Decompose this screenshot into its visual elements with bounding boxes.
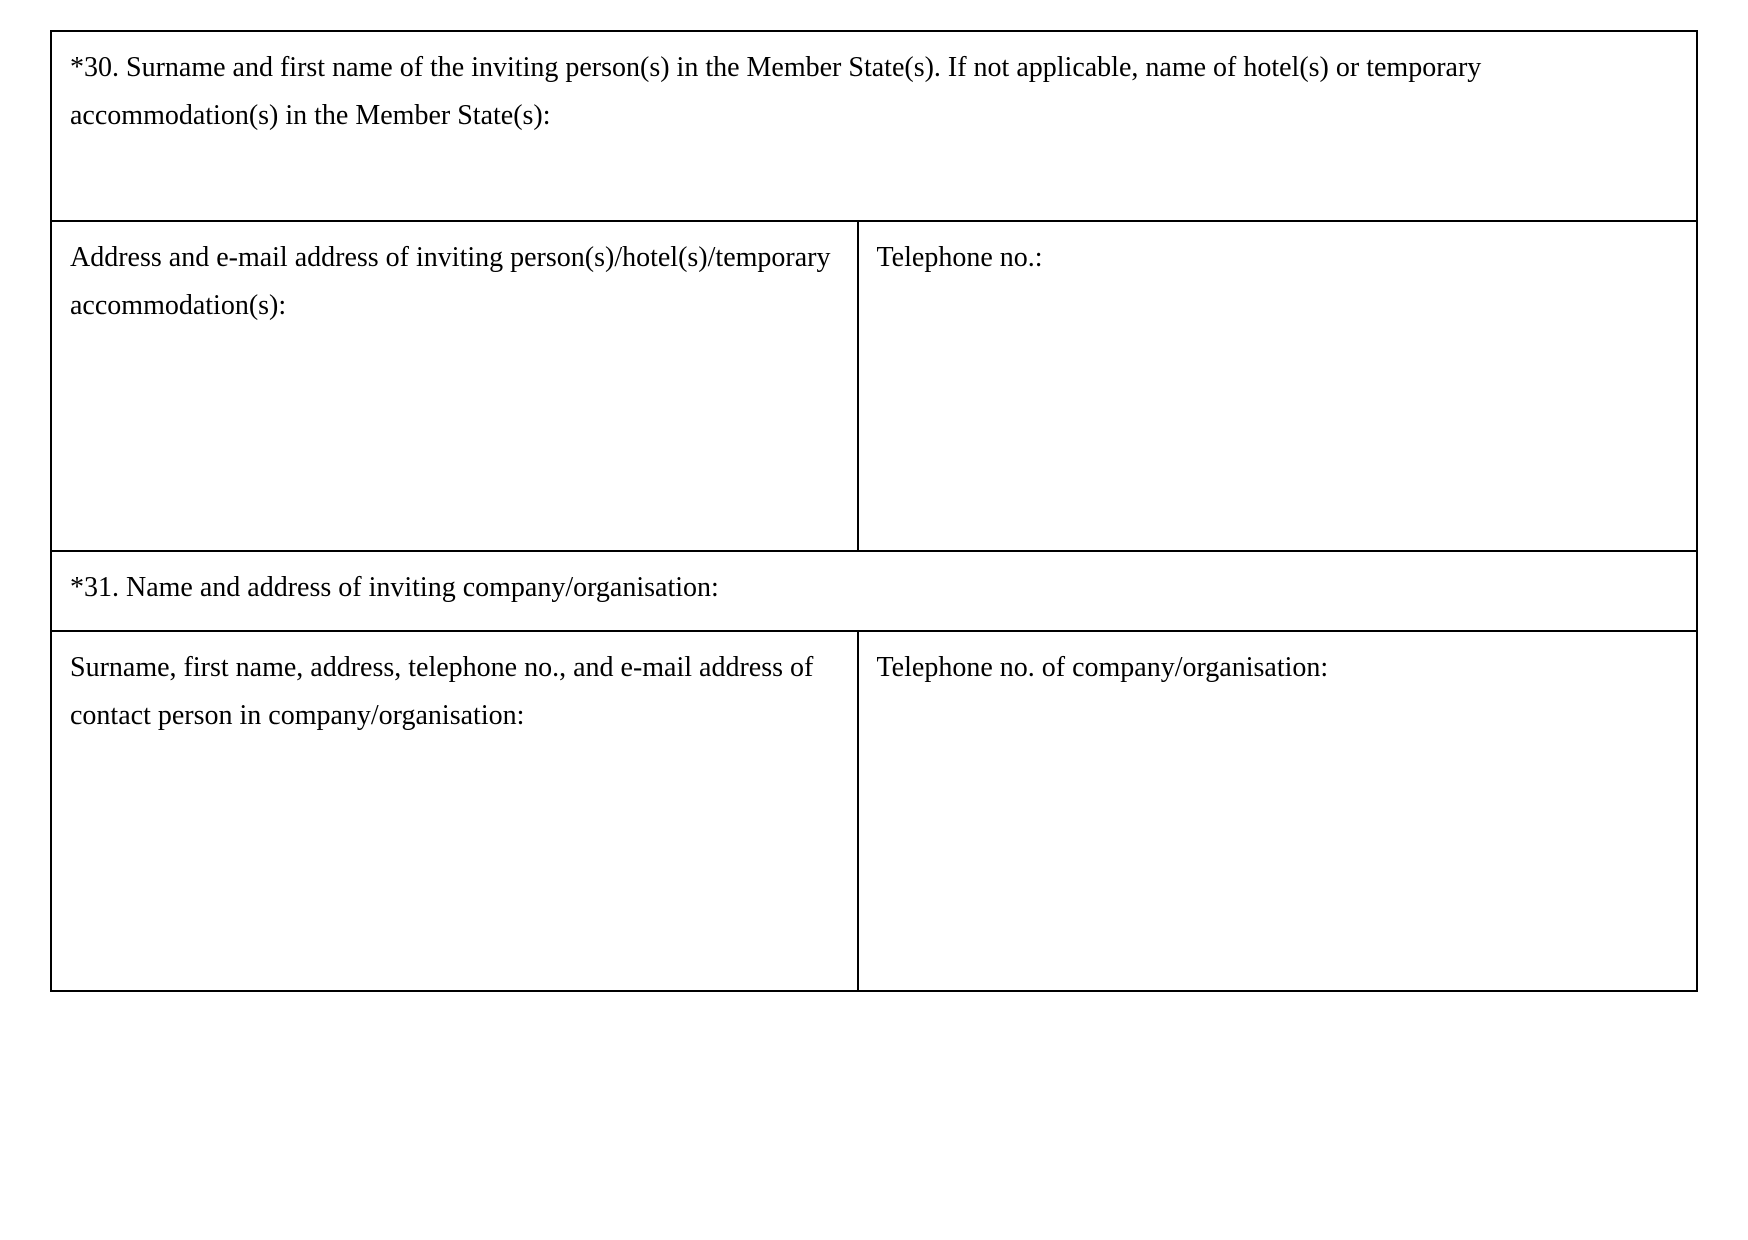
field-30-header-label: *30. Surname and first name of the invit… [70,52,1481,131]
field-30-address-label: Address and e-mail address of inviting p… [70,242,830,321]
field-30-telephone-cell: Telephone no.: [858,221,1697,551]
field-31-contact-label: Surname, first name, address, telephone … [70,652,813,731]
field-31-telephone-cell: Telephone no. of company/organisation: [858,631,1697,991]
field-31-header: *31. Name and address of inviting compan… [51,551,1697,631]
field-31-header-label: *31. Name and address of inviting compan… [70,572,719,603]
field-31-telephone-label: Telephone no. of company/organisation: [877,652,1329,683]
field-30-telephone-label: Telephone no.: [877,242,1043,273]
field-31-contact-cell: Surname, first name, address, telephone … [51,631,858,991]
field-30-header: *30. Surname and first name of the invit… [51,31,1697,221]
field-30-address-cell: Address and e-mail address of inviting p… [51,221,858,551]
form-table: *30. Surname and first name of the invit… [50,30,1698,992]
